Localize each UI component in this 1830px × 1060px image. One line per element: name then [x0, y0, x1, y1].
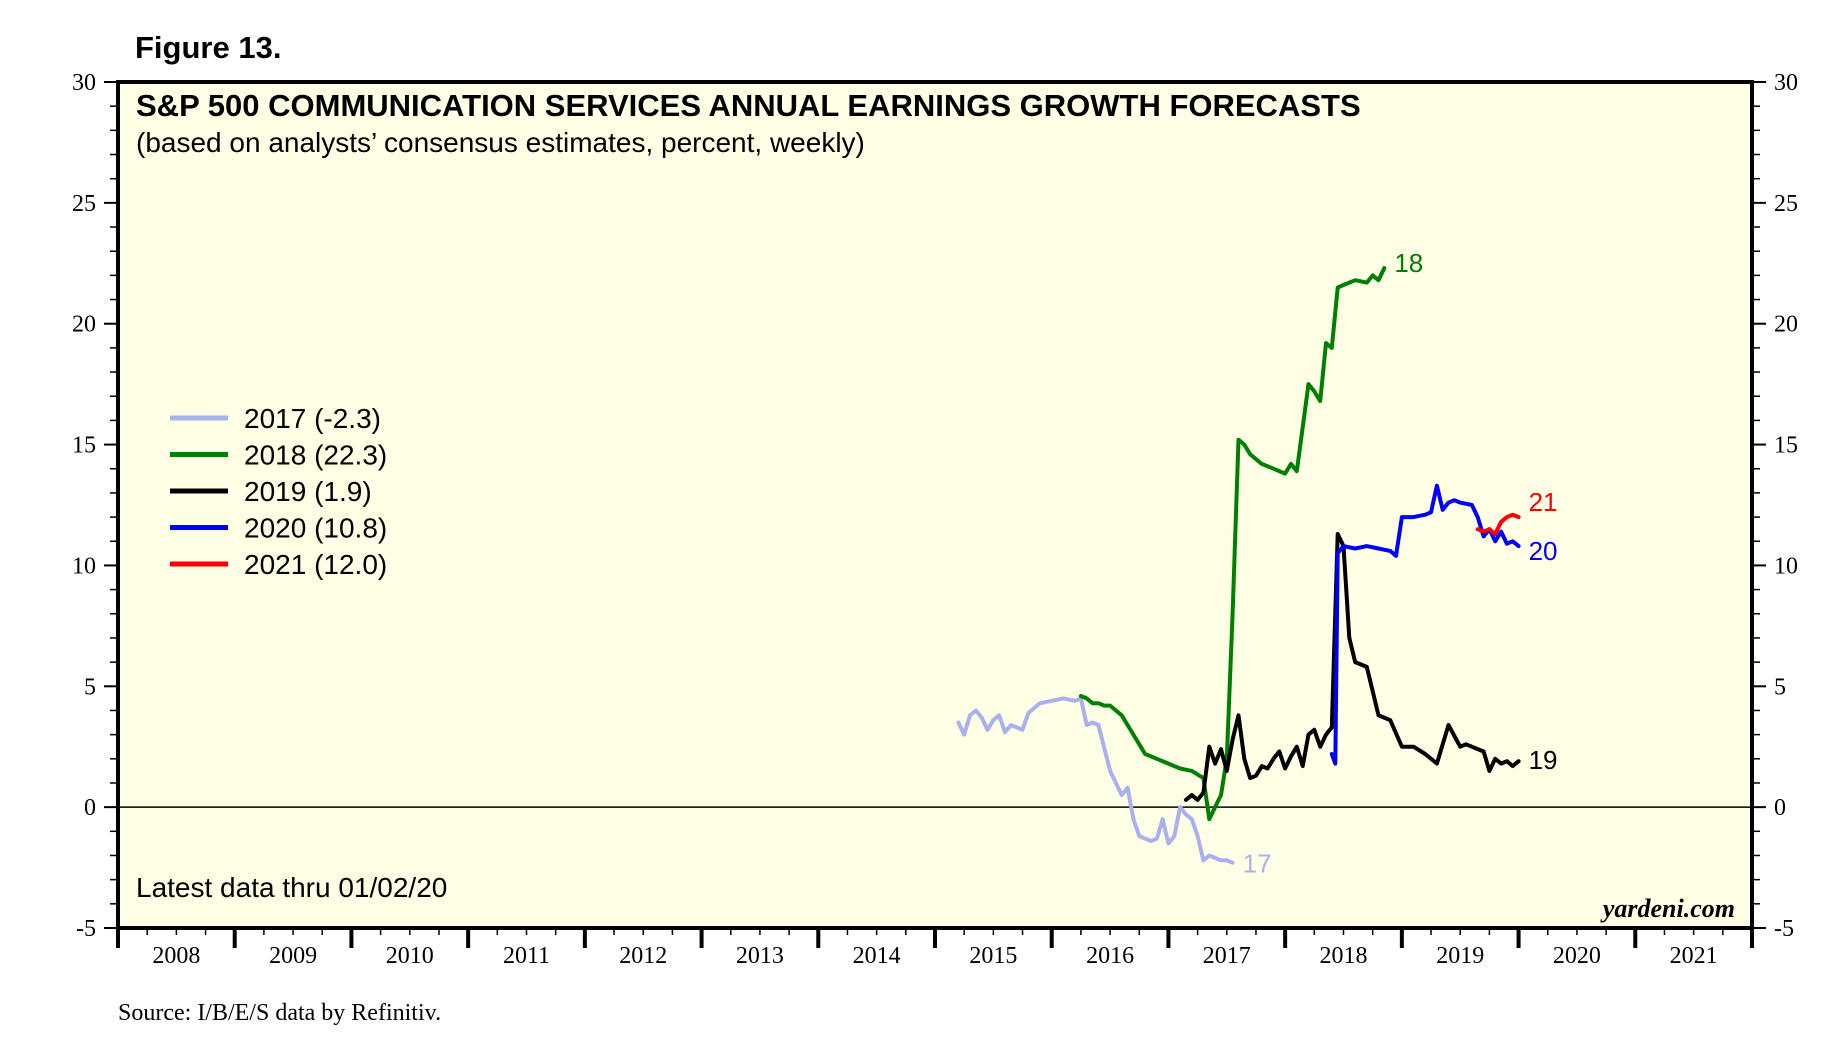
x-tick-label: 2021: [1670, 943, 1718, 969]
legend-label-2021: 2021 (12.0): [244, 549, 387, 580]
series-line-2021: [1475, 512, 1521, 536]
end-label-2020: 20: [1529, 536, 1558, 566]
x-tick-label: 2019: [1436, 943, 1484, 969]
legend-label-2017: 2017 (-2.3): [244, 403, 381, 434]
legend-label-2019: 2019 (1.9): [244, 476, 372, 507]
right-y-tick-label: -5: [1774, 916, 1794, 942]
x-tick-label: 2015: [969, 943, 1017, 969]
series-line-2019: [1183, 532, 1521, 802]
chart-subtitle: (based on analysts’ consensus estimates,…: [136, 127, 865, 158]
end-label-2019: 19: [1529, 745, 1558, 775]
source-note: Source: I/B/E/S data by Refinitiv.: [118, 1000, 441, 1026]
left-y-tick-label: 25: [72, 191, 96, 217]
left-y-tick-label: 0: [84, 795, 96, 821]
left-y-tick-label: 15: [72, 433, 96, 459]
legend: 2017 (-2.3) 2018 (22.3) 2019 (1.9) 2020 (10…: [170, 403, 387, 580]
series-line-2018: [1078, 266, 1387, 822]
right-y-tick-label: 15: [1774, 433, 1798, 459]
latest-data-note: Latest data thru 01/02/20: [136, 872, 447, 903]
x-tick-label: 2011: [503, 943, 550, 969]
x-tick-label: 2018: [1320, 943, 1368, 969]
left-y-tick-label: 20: [72, 312, 96, 338]
series-line-2017: [956, 696, 1235, 865]
x-tick-label: 2010: [386, 943, 434, 969]
right-y-tick-label: 30: [1774, 70, 1798, 96]
right-y-tick-label: 25: [1774, 191, 1798, 217]
x-tick-label: 2008: [152, 943, 200, 969]
legend-label-2020: 2020 (10.8): [244, 513, 387, 544]
left-y-axis: -5 0 5 10 15 20 25 30: [72, 70, 118, 942]
x-tick-label: 2009: [269, 943, 317, 969]
figure-label: Figure 13.: [135, 30, 281, 65]
x-axis: 2008 2009 2010 2011 2012 2013 2014 2015 2016 2017…: [116, 928, 1754, 969]
right-y-tick-label: 5: [1774, 674, 1786, 700]
x-tick-label: 2013: [736, 943, 784, 969]
plot-panel: [116, 80, 1754, 930]
brand-watermark: yardeni.com: [1600, 894, 1735, 923]
left-y-tick-label: 30: [72, 70, 96, 96]
right-y-tick-label: 0: [1774, 795, 1786, 821]
end-label-2017: 17: [1243, 849, 1272, 879]
end-label-2018: 18: [1394, 248, 1423, 278]
x-tick-label: 2016: [1086, 943, 1134, 969]
x-tick-label: 2020: [1553, 943, 1601, 969]
end-label-2021: 21: [1529, 487, 1558, 517]
left-y-tick-label: 10: [72, 553, 96, 579]
left-y-tick-label: -5: [76, 916, 96, 942]
x-tick-label: 2017: [1203, 943, 1251, 969]
series-layer: [956, 266, 1521, 865]
left-y-tick-label: 5: [84, 674, 96, 700]
legend-label-2018: 2018 (22.3): [244, 440, 387, 471]
right-y-tick-label: 20: [1774, 312, 1798, 338]
end-labels: 17 18 19 20 21: [1243, 248, 1558, 879]
right-y-axis: -5 0 5 10 15 20 25 30: [1752, 70, 1798, 942]
series-line-2020: [1329, 483, 1521, 766]
chart-title: S&P 500 COMMUNICATION SERVICES ANNUAL EA…: [136, 88, 1361, 123]
right-y-tick-label: 10: [1774, 553, 1798, 579]
x-tick-label: 2012: [619, 943, 667, 969]
x-tick-label: 2014: [853, 943, 901, 969]
